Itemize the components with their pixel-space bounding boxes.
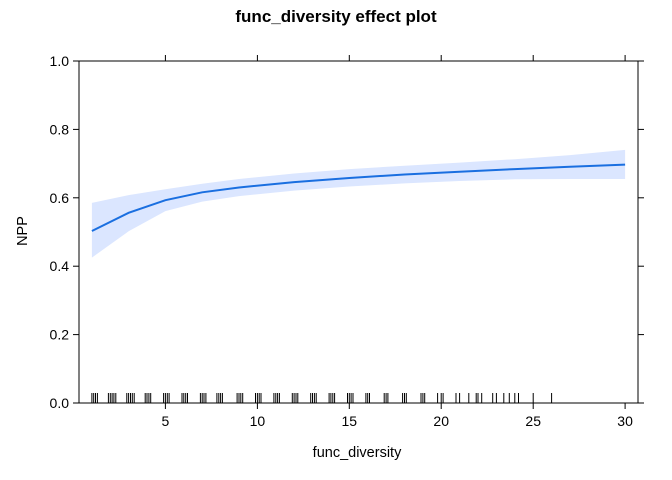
confidence-band-layer: [91, 149, 626, 258]
y-tick-label: 0.4: [50, 258, 70, 274]
effect-line-layer: [91, 163, 626, 232]
confidence-band: [91, 149, 626, 258]
x-axis-ticks: 5 10 15 20 25 30: [162, 55, 633, 429]
effect-line: [91, 163, 626, 232]
y-tick-label: 0.8: [50, 121, 70, 137]
x-tick-label: 10: [250, 413, 266, 429]
y-axis-label: NPP: [15, 216, 31, 246]
y-tick-label: 0.0: [50, 395, 70, 411]
y-tick-label: 0.2: [50, 327, 70, 343]
y-axis-ticks: 0.0 0.2 0.4 0.6 0.8 1.0: [50, 53, 644, 411]
plot-frame: [78, 60, 639, 404]
x-tick-label: 15: [342, 413, 358, 429]
y-tick-label: 0.6: [50, 190, 70, 206]
x-tick-label: 20: [433, 413, 449, 429]
rug-marks: [91, 393, 553, 403]
x-axis-label: func_diversity: [313, 445, 402, 461]
x-tick-label: 25: [525, 413, 541, 429]
chart-title: func_diversity effect plot: [235, 7, 437, 26]
x-tick-label: 5: [162, 413, 170, 429]
y-tick-label: 1.0: [50, 53, 70, 69]
x-tick-label: 30: [617, 413, 633, 429]
